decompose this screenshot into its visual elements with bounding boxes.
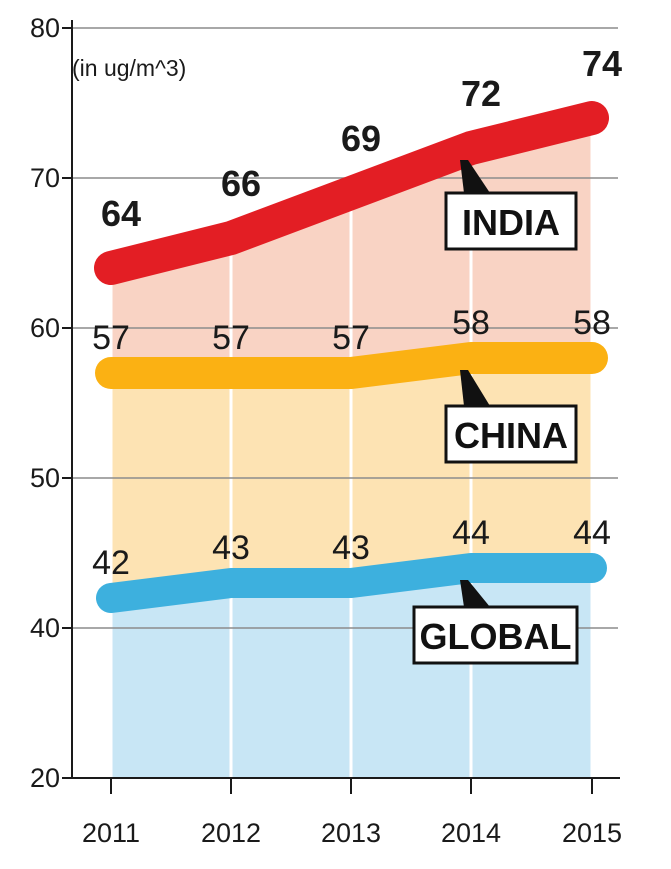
legend-label-india: INDIA xyxy=(462,202,560,243)
pointer-china xyxy=(460,370,490,406)
legend-labels: INDIA CHINA GLOBAL xyxy=(412,160,579,665)
pointer-global xyxy=(460,580,490,607)
data-label-global-2014: 44 xyxy=(452,514,490,552)
y-tick-label-80: 80 xyxy=(30,13,60,43)
category-dividers xyxy=(109,118,594,778)
data-label-china-2014: 58 xyxy=(452,304,490,342)
line-china xyxy=(95,342,608,389)
data-label-india-2011: 64 xyxy=(101,193,141,234)
legend-label-global: GLOBAL xyxy=(420,616,572,657)
x-tick-label-2013: 2013 xyxy=(321,818,381,848)
y-tick-label-60: 60 xyxy=(30,313,60,343)
unit-label: (in ug/m^3) xyxy=(72,55,186,81)
legend-box-india xyxy=(444,191,578,251)
data-label-india-2015: 74 xyxy=(582,43,622,84)
line-india xyxy=(94,101,609,285)
legend-box-china xyxy=(444,404,578,464)
data-label-india-2012: 66 xyxy=(221,163,261,204)
x-tick-label-2015: 2015 xyxy=(562,818,622,848)
legend-box-global xyxy=(412,605,579,665)
data-label-india-2013: 69 xyxy=(341,118,381,159)
legend-label-china: CHINA xyxy=(454,415,568,456)
data-label-global-2013: 43 xyxy=(332,529,370,567)
y-axis: 20 40 50 60 70 80 xyxy=(30,13,73,793)
x-tick-label-2012: 2012 xyxy=(201,818,261,848)
x-tick-label-2014: 2014 xyxy=(441,818,501,848)
data-label-global-2015: 44 xyxy=(573,514,611,552)
y-tick-label-50: 50 xyxy=(30,463,60,493)
data-labels: 64 66 69 72 74 57 57 57 58 58 42 43 43 44 44 xyxy=(92,43,622,582)
pointer-india xyxy=(460,160,490,193)
data-label-global-2012: 43 xyxy=(212,529,250,567)
line-global xyxy=(96,553,607,613)
y-tick-label-20: 20 xyxy=(30,763,60,793)
x-axis: 2011 2012 2013 2014 2015 xyxy=(72,777,622,848)
data-label-china-2011: 57 xyxy=(92,319,130,357)
data-label-china-2012: 57 xyxy=(212,319,250,357)
data-label-china-2015: 58 xyxy=(573,304,611,342)
series-lines xyxy=(94,101,609,613)
x-tick-label-2011: 2011 xyxy=(82,818,140,848)
y-tick-label-70: 70 xyxy=(30,163,60,193)
data-label-global-2011: 42 xyxy=(92,544,130,582)
data-label-china-2013: 57 xyxy=(332,319,370,357)
y-tick-label-40: 40 xyxy=(30,613,60,643)
data-label-india-2014: 72 xyxy=(461,73,501,114)
